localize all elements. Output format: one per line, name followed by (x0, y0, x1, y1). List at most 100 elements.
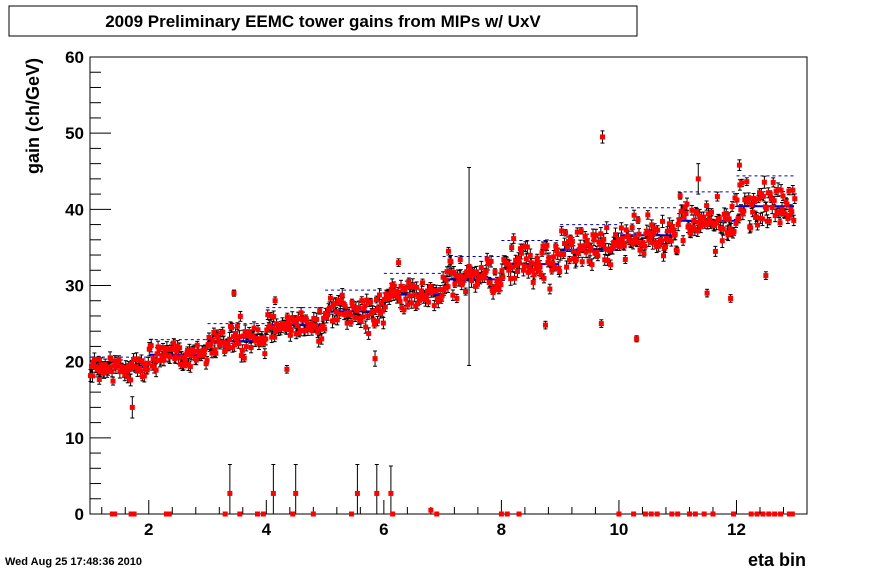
data-point (587, 247, 593, 253)
data-point (605, 257, 611, 263)
data-point (610, 245, 616, 251)
data-point (379, 308, 385, 314)
data-point (664, 228, 670, 234)
data-point (443, 277, 449, 283)
data-point (314, 316, 320, 322)
data-point (206, 334, 212, 340)
data-point (529, 267, 535, 273)
data-point (349, 300, 355, 306)
data-point (731, 228, 737, 234)
data-point (634, 336, 640, 342)
data-point (450, 292, 456, 298)
data-point (616, 511, 622, 517)
data-point (778, 511, 784, 517)
data-point (142, 364, 148, 370)
data-point (657, 242, 663, 248)
data-point (117, 369, 123, 375)
data-point (524, 244, 530, 250)
data-point (250, 334, 256, 340)
chart-title: 2009 Preliminary EEMC tower gains from M… (105, 12, 541, 31)
data-point (371, 317, 377, 323)
data-point (188, 353, 194, 359)
data-point (464, 269, 470, 275)
data-point (208, 341, 214, 347)
data-point (235, 341, 241, 347)
data-point (437, 287, 443, 293)
data-point (155, 344, 161, 350)
data-point (187, 364, 193, 370)
data-point (404, 284, 410, 290)
data-point (135, 357, 141, 363)
data-point (651, 231, 657, 237)
data-point (620, 240, 626, 246)
data-point (566, 257, 572, 263)
data-point (780, 193, 786, 199)
data-point (667, 228, 673, 234)
data-point (397, 298, 403, 304)
data-point (674, 248, 680, 254)
data-point (300, 316, 306, 322)
data-point (516, 255, 522, 261)
data-point (497, 277, 503, 283)
data-point (716, 216, 722, 222)
data-point (359, 298, 365, 304)
data-point (646, 237, 652, 243)
data-point (289, 315, 295, 321)
data-point (294, 323, 300, 329)
data-point (303, 316, 309, 322)
data-point (729, 204, 735, 210)
data-point (381, 296, 387, 302)
data-point (750, 209, 756, 215)
data-point (466, 263, 472, 269)
data-point (458, 273, 464, 279)
data-point (452, 281, 458, 287)
data-point (629, 225, 635, 231)
data-point (239, 347, 245, 353)
data-point (594, 249, 600, 255)
data-point (361, 306, 367, 312)
data-point (89, 373, 95, 379)
data-point (446, 248, 451, 254)
data-point (411, 284, 417, 290)
data-point (487, 279, 493, 285)
data-point (125, 374, 131, 380)
data-point (689, 207, 695, 213)
data-point (160, 344, 166, 350)
data-point (128, 511, 134, 517)
data-point (227, 490, 233, 496)
data-point (707, 216, 713, 222)
data-point (288, 327, 294, 333)
data-point (534, 255, 540, 261)
data-point (792, 196, 798, 202)
data-point (766, 511, 772, 517)
data-point (166, 511, 172, 517)
data-point (128, 377, 134, 383)
data-point (583, 249, 589, 255)
data-point (198, 353, 204, 359)
data-point (442, 285, 448, 291)
data-point (356, 305, 362, 311)
data-point (570, 248, 576, 254)
data-point (564, 264, 570, 270)
data-point (712, 248, 718, 254)
title-box (8, 5, 638, 37)
y-tick-labels: 0 10 20 30 40 50 60 (65, 48, 84, 524)
data-point (768, 196, 774, 202)
data-point (708, 209, 714, 215)
data-point (325, 312, 331, 318)
data-point (271, 314, 277, 320)
data-point (163, 511, 169, 517)
data-point (697, 213, 703, 219)
data-point (231, 342, 237, 348)
data-point (789, 209, 795, 215)
data-point (342, 303, 348, 309)
data-point (392, 288, 398, 294)
data-point (467, 272, 473, 278)
data-point (370, 308, 376, 314)
data-point (112, 511, 118, 517)
data-point (261, 340, 267, 346)
data-point (574, 229, 580, 235)
data-point (493, 284, 499, 290)
data-point (695, 228, 701, 234)
y-axis-label: gain (ch/GeV) (23, 58, 43, 174)
